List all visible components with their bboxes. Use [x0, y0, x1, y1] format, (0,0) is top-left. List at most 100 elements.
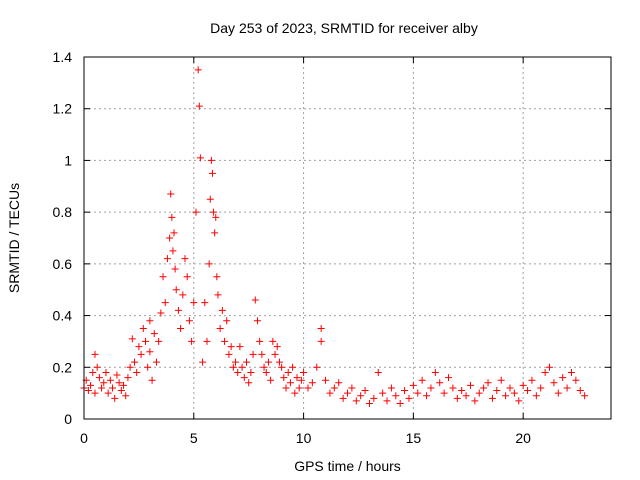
data-point — [159, 273, 167, 281]
data-point — [194, 66, 202, 74]
data-point — [181, 255, 189, 263]
x-tick-label: 5 — [190, 430, 198, 446]
data-point — [537, 384, 545, 392]
data-point — [157, 309, 165, 317]
data-point — [462, 392, 470, 400]
x-tick-label: 15 — [406, 430, 422, 446]
data-point — [98, 384, 106, 392]
y-tick-label: 0.8 — [53, 204, 73, 220]
data-point — [249, 350, 257, 358]
data-point — [201, 299, 209, 307]
data-point — [374, 368, 382, 376]
x-tick-label: 10 — [296, 430, 312, 446]
data-point — [206, 195, 214, 203]
data-point — [102, 368, 110, 376]
data-point — [185, 317, 193, 325]
data-point — [95, 374, 103, 382]
data-point — [572, 376, 580, 384]
y-tick-label: 1 — [64, 152, 72, 168]
data-point — [502, 392, 510, 400]
y-tick-label: 0.2 — [53, 359, 73, 375]
x-axis-label: GPS time / hours — [294, 458, 401, 474]
data-point — [339, 394, 347, 402]
data-point — [414, 389, 422, 397]
data-point — [109, 384, 117, 392]
data-point — [91, 350, 99, 358]
data-point — [519, 381, 527, 389]
data-point — [330, 384, 338, 392]
data-point — [559, 374, 567, 382]
data-point — [300, 368, 308, 376]
data-points — [80, 66, 589, 407]
data-point — [344, 389, 351, 397]
data-point — [227, 343, 235, 351]
data-point — [291, 389, 299, 397]
data-point — [278, 363, 286, 371]
data-point — [453, 394, 461, 402]
data-point — [379, 389, 387, 397]
data-point — [115, 379, 123, 387]
y-tick-label: 0 — [64, 411, 72, 427]
data-point — [383, 397, 391, 405]
data-point — [122, 392, 130, 400]
data-point — [135, 343, 143, 351]
data-point — [326, 389, 334, 397]
data-point — [100, 379, 108, 387]
data-point — [280, 374, 288, 382]
data-point — [229, 363, 237, 371]
data-point — [133, 368, 141, 376]
data-point — [289, 363, 297, 371]
data-point — [449, 384, 457, 392]
data-point — [267, 376, 275, 384]
data-point — [242, 358, 250, 366]
data-point — [401, 387, 409, 395]
data-point — [352, 397, 360, 405]
data-point — [253, 317, 261, 325]
data-point — [238, 363, 246, 371]
data-point — [104, 389, 112, 397]
data-point — [120, 381, 128, 389]
data-point — [148, 376, 156, 384]
data-point — [216, 325, 224, 332]
data-point — [317, 337, 325, 345]
data-point — [137, 350, 145, 358]
data-point — [567, 368, 575, 376]
data-point — [207, 156, 215, 164]
data-point — [203, 337, 211, 345]
data-point — [128, 335, 136, 343]
data-point — [106, 376, 114, 384]
data-point — [524, 387, 532, 395]
data-point — [225, 350, 233, 358]
data-point — [213, 273, 221, 281]
data-point — [223, 317, 231, 325]
data-point — [256, 337, 264, 345]
data-point — [264, 358, 272, 366]
data-point — [269, 337, 277, 345]
data-point — [146, 348, 154, 356]
data-point — [141, 337, 149, 345]
data-point — [335, 379, 343, 387]
data-point — [357, 392, 365, 400]
data-point — [205, 260, 213, 268]
data-point — [466, 381, 474, 389]
data-point — [284, 368, 292, 376]
data-point — [471, 397, 479, 405]
plot-frame — [83, 56, 612, 420]
data-point — [93, 363, 101, 371]
data-point — [365, 399, 373, 407]
x-tick-label: 20 — [515, 430, 531, 446]
data-point — [480, 384, 488, 392]
data-point — [440, 389, 448, 397]
data-point — [506, 384, 514, 392]
data-point — [262, 368, 270, 376]
data-point — [126, 363, 134, 371]
data-point — [161, 299, 169, 307]
data-point — [234, 368, 242, 376]
data-point — [139, 325, 147, 332]
data-point — [247, 368, 255, 376]
data-point — [258, 350, 266, 358]
x-tick-label: 0 — [80, 430, 88, 446]
y-axis-label: SRMTID / TECUs — [6, 183, 22, 293]
data-point — [166, 234, 174, 242]
